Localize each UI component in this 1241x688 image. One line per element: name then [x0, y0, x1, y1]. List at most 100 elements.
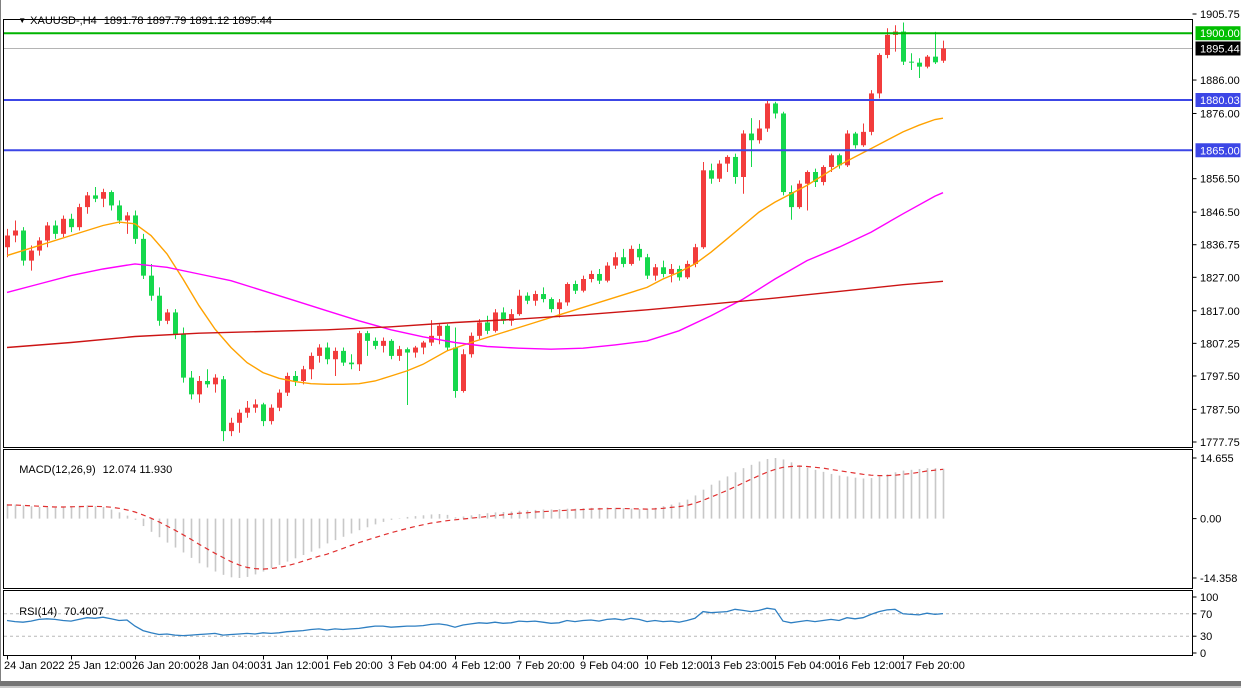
time-axis-label: 3 Feb 04:00 [388, 660, 447, 672]
candle-bear [789, 192, 794, 208]
candle-bull [413, 347, 418, 353]
rsi-axis-label: 100 [1200, 592, 1218, 604]
macd-axis-label: -14.358 [1200, 573, 1237, 585]
time-axis-label: 25 Jan 12:00 [68, 660, 132, 672]
candle-bear [341, 350, 346, 363]
candle-bull [277, 392, 282, 408]
candle-bull [77, 207, 82, 228]
candle-bear [373, 340, 378, 346]
macd-values: 12.074 11.930 [102, 464, 173, 476]
candle-bear [933, 56, 938, 63]
candle-bull [589, 273, 594, 279]
candle-bear [453, 347, 458, 392]
candle-bear [69, 218, 74, 228]
price-axis-label: 1856.50 [1200, 174, 1240, 186]
time-axis-label: 9 Feb 04:00 [580, 660, 639, 672]
price-axis-label: 1836.75 [1200, 240, 1240, 252]
rsi-name: RSI(14) [19, 606, 58, 618]
time-axis[interactable]: 24 Jan 2022 25 Jan 12:00 26 Jan 20:00 28 Ja… [4, 655, 965, 673]
rsi-value: 70.4007 [64, 606, 104, 618]
candle-bull [245, 407, 250, 413]
candle-bear [173, 312, 178, 335]
candle-bull [693, 247, 698, 264]
macd-axis-label: 14.655 [1200, 453, 1234, 465]
candle-bear [141, 238, 146, 276]
candle-bear [677, 268, 682, 278]
candle-bull [13, 230, 18, 236]
candle-bull [285, 375, 290, 393]
price-axis-label: 1876.00 [1200, 108, 1240, 120]
symbol-period-label: XAUUSD-,H4 [30, 15, 97, 27]
time-axis-label: 13 Feb 23:00 [708, 660, 773, 672]
window-bottom-bar [0, 681, 1241, 686]
candle-bull [253, 404, 258, 408]
candle-bull [765, 103, 770, 129]
price-axis[interactable]: 1905.75 1886.00 1876.00 1856.50 1846.50 1836.… [1192, 9, 1241, 449]
price-axis-label: 1777.75 [1200, 437, 1240, 449]
macd-panel[interactable] [3, 449, 1193, 589]
candle-bear [157, 295, 162, 321]
rsi-panel-border [3, 590, 1193, 656]
candle-bull [605, 265, 610, 281]
candle-bear [365, 333, 370, 341]
candle-bear [117, 205, 122, 221]
candle-bull [237, 412, 242, 423]
candle-bull [165, 312, 170, 321]
price-badge-green [1195, 26, 1241, 41]
price-badge-blue [1195, 93, 1241, 108]
time-axis-label: 31 Jan 12:00 [260, 660, 324, 672]
candle-bull [685, 263, 690, 278]
candle-bull [429, 335, 434, 343]
window-bottom-edge [0, 686, 1241, 688]
candle-bear [109, 192, 114, 206]
time-axis-label: 7 Feb 20:00 [516, 660, 575, 672]
candle-bull [197, 380, 202, 395]
macd-axis-label: 0.00 [1200, 514, 1221, 526]
time-axis-label: 17 Feb 20:00 [900, 660, 965, 672]
candle-bear [917, 62, 922, 67]
candle-bear [733, 156, 738, 178]
candle-bull [941, 48, 946, 61]
candle-bull [509, 314, 514, 321]
candle-bull [725, 156, 730, 164]
candle-bear [853, 133, 858, 146]
candle-bear [709, 170, 714, 179]
candle-bull [629, 248, 634, 264]
candle-bear [773, 103, 778, 114]
time-axis-label: 4 Feb 12:00 [452, 660, 511, 672]
price-badge-label: 1895.44 [1200, 43, 1240, 55]
candle-bull [61, 218, 66, 234]
candle-bull [829, 155, 834, 167]
time-axis-label: 28 Jan 04:00 [196, 660, 260, 672]
rsi-panel[interactable] [3, 590, 1193, 656]
rsi-axis-label: 70 [1200, 609, 1212, 621]
rsi-axis-label: 30 [1200, 631, 1212, 643]
candle-bear [261, 404, 266, 422]
macd-indicator-label: MACD(12,26,9) 12.074 11.930 [7, 452, 172, 488]
candle-bear [645, 257, 650, 276]
candle-bear [781, 113, 786, 193]
rsi-line [6, 607, 944, 637]
candle-bull [797, 183, 802, 208]
price-axis-label: 1807.25 [1200, 338, 1240, 350]
candle-bear [573, 284, 578, 291]
candle-bull [669, 268, 674, 274]
candle-bear [133, 215, 138, 239]
candle-bull [45, 225, 50, 241]
candle-bear [501, 312, 506, 321]
candle-bear [221, 379, 226, 432]
candle-bear [293, 375, 298, 381]
price-badge-blue [1195, 143, 1241, 158]
candle-bull [101, 192, 106, 199]
time-axis-label: 15 Feb 04:00 [772, 660, 837, 672]
candle-bear [149, 275, 154, 296]
ma-mid-magenta-line [6, 192, 944, 350]
price-badge-label: 1900.00 [1200, 28, 1240, 40]
main-price-panel[interactable] [3, 19, 1193, 448]
candle-bear [181, 334, 186, 378]
candle-bull [653, 267, 658, 276]
candle-bull [581, 278, 586, 291]
candle-bull [869, 93, 874, 132]
symbol-dropdown-icon[interactable]: ▼ [18, 16, 27, 25]
